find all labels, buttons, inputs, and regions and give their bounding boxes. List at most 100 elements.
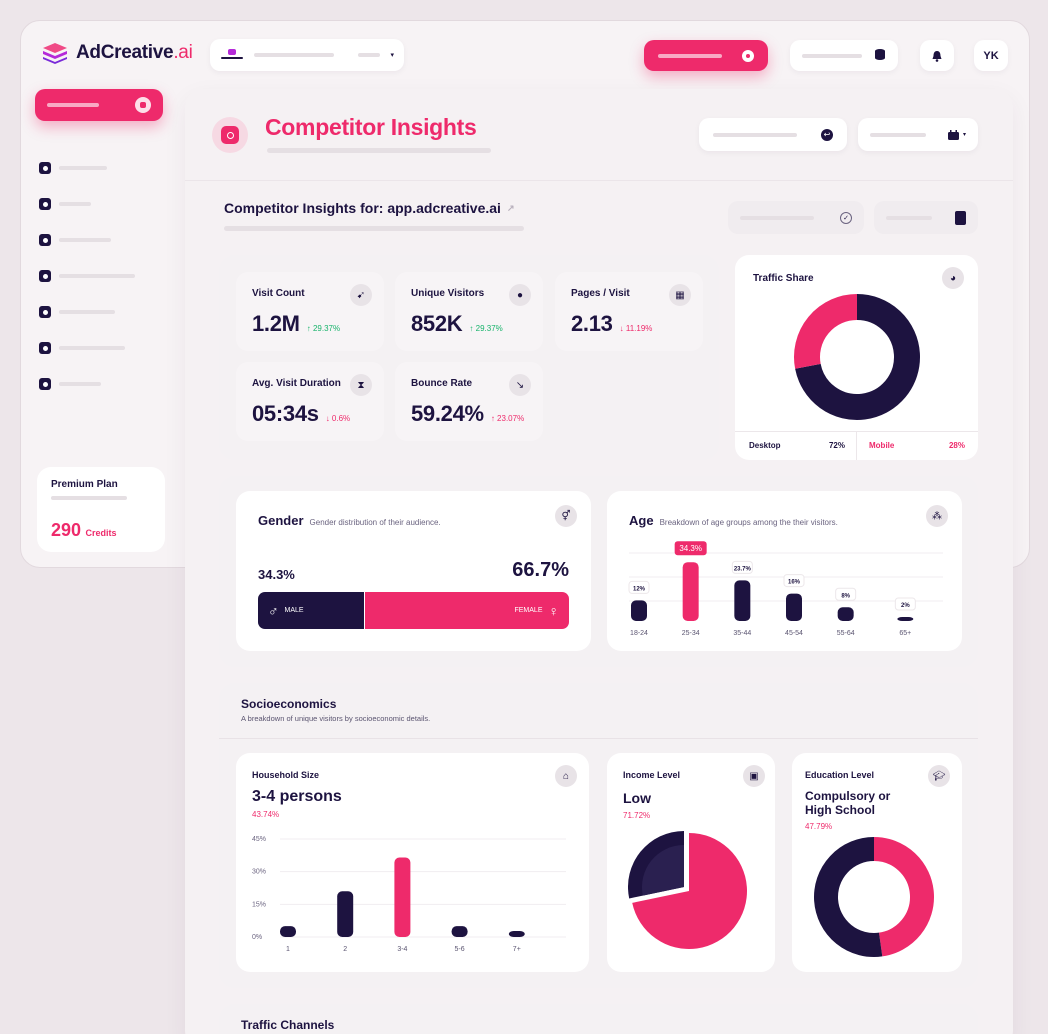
traffic-channels-title: Traffic Channels: [241, 1018, 335, 1032]
education-slice-other: [814, 837, 883, 957]
socioeconomics-desc: A breakdown of unique visitors by socioe…: [241, 714, 431, 723]
age-data-label: 34.3%: [679, 544, 702, 553]
globe-icon: ◕: [942, 267, 964, 289]
sidebar-item-settings[interactable]: [39, 366, 139, 402]
female-percentage: 66.7%: [512, 559, 569, 581]
premium-plan-card[interactable]: Premium Plan 290 Credits: [37, 467, 165, 552]
household-bar-7+: [508, 931, 525, 937]
workspace-plan-placeholder: [358, 53, 381, 57]
household-y-tick: 30%: [252, 869, 266, 876]
stat-change: ↑ 29.37%: [469, 324, 503, 333]
sidebar-create-button[interactable]: [35, 89, 163, 121]
household-y-tick: 45%: [252, 836, 266, 843]
page-title: Competitor Insights: [265, 114, 477, 140]
sidebar-item-competitor-insights[interactable]: [39, 258, 139, 294]
plus-icon: [742, 49, 754, 62]
date-range-placeholder: [870, 132, 926, 137]
gender-icon: ⚥: [555, 505, 577, 527]
verify-button[interactable]: ✓: [728, 201, 864, 234]
stat-change: ↓ 11.19%: [619, 324, 653, 333]
check-circle-icon: ✓: [840, 211, 852, 224]
stat-value: 1.2M: [252, 311, 300, 336]
gender-card: Gender Gender distribution of their audi…: [236, 491, 591, 651]
age-label-tag: [783, 574, 805, 588]
date-range-selector[interactable]: ▾: [858, 118, 978, 151]
sidebar-item-ideas[interactable]: [39, 294, 139, 330]
export-pdf-button[interactable]: [874, 201, 978, 234]
education-percentage: 47.79%: [805, 822, 833, 831]
traffic-channels-panel: [219, 1004, 978, 1034]
competitor-subtitle-text: Competitor Insights for: app.adcreative.…: [224, 200, 501, 216]
age-card: Age Breakdown of age groups among the th…: [607, 491, 962, 651]
stat-value: 852K: [411, 311, 463, 336]
sidebar-nav: [39, 150, 139, 402]
pages-icon: ▦: [669, 284, 691, 306]
age-header: Age Breakdown of age groups among the th…: [629, 513, 838, 528]
household-title: Household Size: [252, 770, 320, 780]
income-title: Income Level: [623, 770, 681, 780]
age-tick-label: 55-64: [837, 630, 855, 637]
stat-label: Bounce Rate: [411, 378, 473, 389]
age-tick-label: 45-54: [785, 630, 803, 637]
subtitle-placeholder: [224, 226, 524, 231]
age-data-label: 16%: [788, 580, 801, 586]
user-avatar[interactable]: YK: [974, 40, 1008, 71]
header-divider: [185, 180, 1013, 181]
socioeconomics-divider: [219, 738, 978, 739]
workspace-selector[interactable]: ▾: [210, 39, 404, 71]
stat-value: 05:34s: [252, 401, 319, 426]
household-value: 3-4 persons: [252, 788, 342, 805]
stat-card-visit-count: Visit Count ➹ 1.2M ↑ 29.37%: [236, 272, 384, 351]
male-segment: ♂ MALE: [258, 592, 365, 629]
cube-icon: [135, 97, 151, 113]
age-label-tag: [731, 560, 753, 574]
sidebar-item-favorites[interactable]: [39, 186, 139, 222]
male-symbol-icon: ♂: [268, 602, 279, 619]
household-bar-2: [337, 891, 354, 937]
age-tick-label: 65+: [899, 630, 911, 637]
legend-mobile: Mobile 28%: [869, 441, 965, 450]
pdf-icon: [955, 210, 966, 225]
credits-display: 290 Credits: [51, 520, 117, 540]
stat-card-pages-visit: Pages / Visit ▦ 2.13 ↓ 11.19%: [555, 272, 703, 351]
stat-label: Unique Visitors: [411, 288, 485, 299]
age-bar-65+: [897, 617, 914, 621]
credits-pill[interactable]: [790, 40, 898, 71]
female-segment: FEMALE ♀: [364, 592, 569, 629]
home-icon: ⌂: [555, 765, 577, 787]
education-value: Compulsory or High School: [805, 789, 891, 817]
household-bar-1: [280, 926, 296, 937]
external-link-icon[interactable]: ↗: [506, 202, 515, 213]
sidebar-item-dashboard[interactable]: [39, 150, 139, 186]
sidebar-item-creatives[interactable]: [39, 222, 139, 258]
back-button[interactable]: ↩: [699, 118, 847, 151]
hourglass-icon: ⧗: [350, 374, 372, 396]
brand-name: AdCreative.ai: [76, 42, 193, 63]
stat-change: ↓ 0.6%: [325, 414, 351, 423]
search-icon: [221, 126, 239, 144]
logo-cube-icon: [43, 43, 67, 64]
education-donut-chart: [814, 837, 934, 957]
age-label-tag: [894, 597, 916, 611]
education-level-card: Education Level 🎓︎ Compulsory or High Sch…: [792, 753, 962, 972]
briefcase-icon: ▣: [743, 765, 765, 787]
female-symbol-icon: ♀: [548, 602, 560, 619]
chevron-down-icon: ▾: [962, 132, 966, 138]
age-bar-35-44: [734, 580, 751, 621]
household-bar-5-6: [451, 926, 468, 937]
age-data-label: 12%: [633, 586, 646, 592]
trend-arrow-icon: ↘: [509, 374, 531, 396]
search-icon: [39, 270, 51, 282]
age-data-label: 2%: [901, 603, 910, 609]
notifications-button[interactable]: [920, 40, 954, 71]
household-size-card: Household Size ⌂ 3-4 persons 43.74% 0% 15…: [236, 753, 589, 972]
traffic-slice-desktop: [795, 294, 920, 420]
export-label-placeholder: [886, 215, 932, 220]
education-slice-high-school: [873, 837, 934, 957]
brand-logo[interactable]: AdCreative.ai: [42, 42, 193, 64]
gender-desc: Gender distribution of their audience.: [309, 518, 441, 527]
sidebar-item-label: [59, 274, 135, 278]
create-button[interactable]: [644, 40, 768, 71]
sidebar-item-history[interactable]: [39, 330, 139, 366]
male-percentage: 34.3%: [258, 567, 295, 582]
